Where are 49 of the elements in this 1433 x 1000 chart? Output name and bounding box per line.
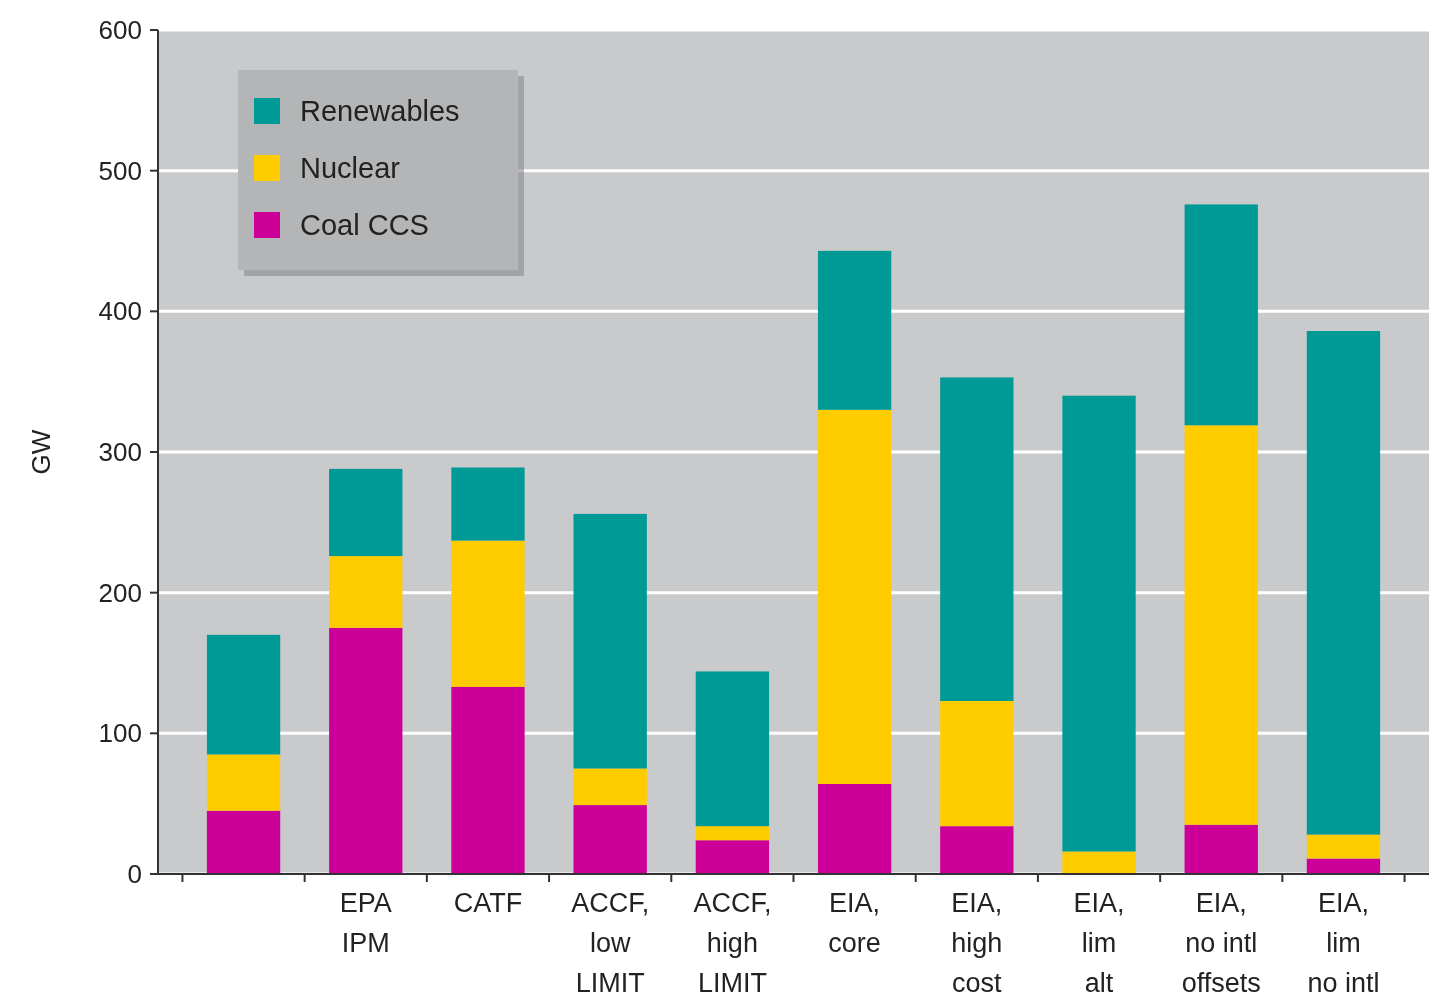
bar (695, 671, 770, 827)
bar (1306, 834, 1381, 859)
bar (695, 840, 770, 874)
x-tick-label: EPA IPM (339, 888, 392, 958)
bar (1306, 331, 1381, 835)
bar (1062, 851, 1136, 874)
bar (451, 540, 525, 687)
y-tick-label: 100 (98, 718, 142, 749)
x-tick-label: ACCF, low LIMIT (571, 888, 650, 998)
x-tick-label: EIA, no intl offsets (1181, 888, 1261, 998)
bar (817, 409, 892, 784)
y-tick-label: 200 (98, 577, 142, 608)
x-tick-label: EIA, lim no intl (1307, 888, 1380, 998)
bar (573, 805, 647, 874)
bar (940, 700, 1014, 827)
bar (1184, 824, 1258, 874)
bar (940, 826, 1014, 874)
y-axis-title: GW (26, 429, 56, 475)
bar (573, 768, 647, 806)
bar (329, 556, 403, 628)
bar (451, 686, 525, 874)
y-tick-label: 0 (127, 859, 142, 890)
bar (940, 377, 1014, 701)
x-tick-label: EIA, core (828, 888, 881, 958)
x-tick-label: ACCF, high LIMIT (693, 888, 772, 998)
bar (573, 513, 647, 769)
y-tick-label: 400 (98, 296, 142, 327)
y-tick-label: 500 (98, 155, 142, 186)
bar (817, 783, 892, 874)
legend-label: Coal CCS (300, 209, 429, 242)
bar (206, 810, 281, 874)
legend-label: Renewables (300, 95, 460, 128)
y-tick-label: 600 (98, 15, 142, 46)
bar (1184, 204, 1258, 426)
bar (1306, 858, 1381, 874)
bar (451, 467, 525, 541)
x-tick-label: EIA, high cost (951, 888, 1003, 998)
bar (817, 250, 892, 410)
legend-label: Nuclear (300, 152, 401, 185)
bar (329, 468, 403, 557)
bar (1184, 425, 1258, 825)
bar (206, 754, 281, 811)
x-tick-label: EIA, lim alt (1073, 888, 1125, 998)
y-tick-label: 300 (98, 437, 142, 468)
bar (1062, 395, 1136, 852)
bar (329, 627, 403, 874)
bar (206, 634, 281, 755)
bar (695, 826, 770, 841)
x-tick-label: CATF (453, 888, 523, 918)
